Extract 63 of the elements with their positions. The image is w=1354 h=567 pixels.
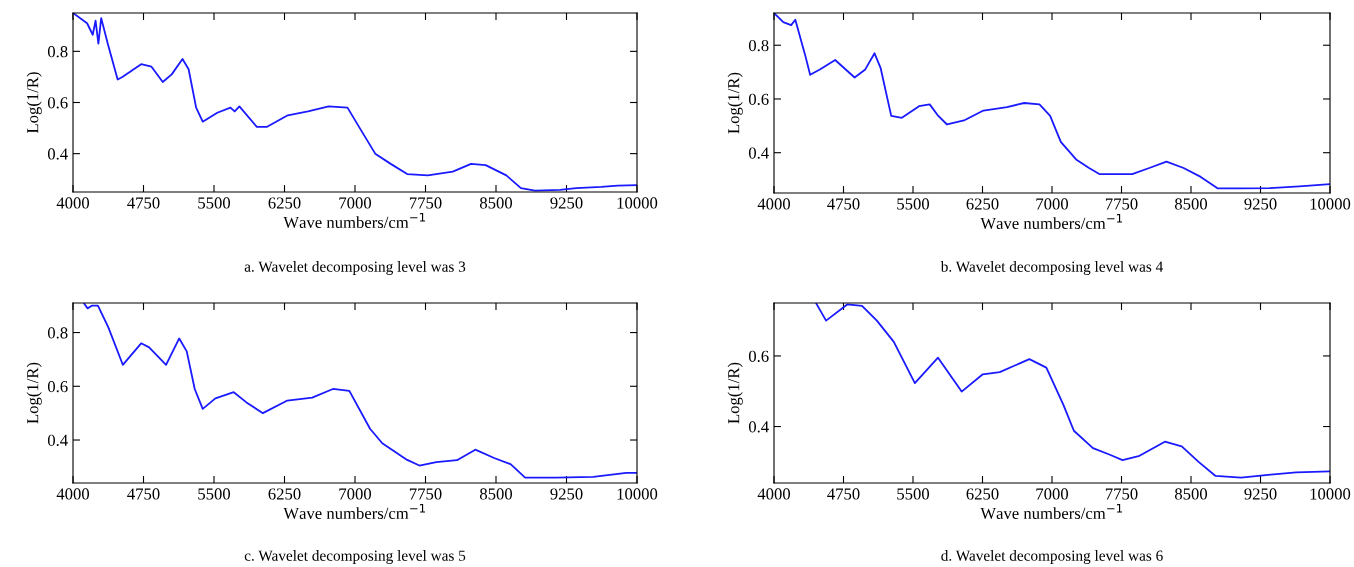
x-tick-label: 4750: [827, 198, 860, 210]
x-tick-label: 7000: [339, 197, 372, 209]
x-tick-label: 10000: [1310, 198, 1351, 210]
y-tick-label: 0.8: [47, 46, 68, 58]
y-tick-label: 0.6: [748, 93, 769, 105]
x-tick-label: 4750: [827, 488, 860, 500]
x-tick-label: 10000: [617, 197, 658, 209]
y-axis-title: Log(1/R): [26, 72, 42, 134]
x-tick-label: 9250: [1244, 198, 1277, 210]
y-tick-label: 0.4: [47, 434, 68, 447]
x-tick-label: 5500: [198, 197, 231, 209]
x-tick-label: 7750: [409, 197, 442, 209]
x-axis-title: Wave numbers/cm$^{−1}$: [283, 212, 426, 229]
x-tick-label: 7000: [1036, 198, 1069, 210]
x-tick-label: 4750: [127, 488, 160, 500]
text: a. Wavelet decomposing level was 3: [244, 261, 466, 275]
x-tick-label: 6250: [268, 197, 301, 209]
y-tick-label: 0.8: [47, 327, 68, 339]
x-tick-label: 5500: [198, 488, 231, 500]
x-tick-label: 4000: [56, 488, 90, 500]
x-tick-label: 6250: [268, 488, 301, 500]
x-tick-label: 8500: [479, 488, 513, 500]
y-tick-label: 0.6: [47, 97, 68, 109]
x-tick-label: 9250: [1244, 488, 1277, 500]
y-tick-label: 0.6: [748, 350, 769, 362]
y-axis-title: Log(1/R): [26, 362, 42, 424]
x-tick-label: 4750: [127, 197, 160, 209]
text: d. Wavelet decomposing level was 6: [941, 550, 1163, 564]
x-tick-label: 4000: [757, 198, 791, 210]
line-series: [774, 13, 1330, 190]
x-axis-title: Wave numbers/cm$^{−1}$: [980, 503, 1123, 520]
x-tick-label: 10000: [617, 488, 658, 500]
text: c. Wavelet decomposing level was 5: [244, 550, 466, 564]
y-tick-label: 0.4: [47, 148, 68, 160]
x-tick-label: 10000: [1310, 488, 1351, 500]
x-tick-label: 8500: [479, 197, 513, 209]
y-tick-label: 0.4: [748, 147, 769, 159]
x-axis-title: Wave numbers/cm$^{−1}$: [283, 503, 426, 520]
y-tick-label: 0.4: [748, 421, 769, 433]
x-tick-label: 9250: [550, 197, 583, 209]
x-tick-label: 7750: [1105, 488, 1138, 500]
x-tick-label: 7000: [339, 488, 372, 500]
x-tick-label: 9250: [550, 488, 583, 500]
x-tick-label: 6250: [966, 198, 999, 210]
line-series: [73, 13, 637, 192]
x-tick-label: 8500: [1174, 488, 1208, 500]
y-axis-title: Log(1/R): [727, 72, 743, 134]
line-series: [815, 303, 1330, 479]
x-tick-label: 4000: [56, 197, 90, 209]
x-tick-label: 7000: [1036, 488, 1069, 500]
x-tick-label: 7750: [1105, 198, 1138, 210]
x-tick-label: 5500: [897, 198, 930, 210]
x-tick-label: 8500: [1174, 198, 1208, 210]
x-tick-label: 5500: [897, 488, 930, 500]
y-tick-label: 0.6: [47, 380, 68, 393]
y-tick-label: 0.8: [748, 39, 769, 52]
x-tick-label: 7750: [409, 488, 442, 500]
text: b. Wavelet decomposing level was 4: [940, 261, 1164, 275]
y-axis-title: Log(1/R): [727, 362, 743, 424]
line-series: [83, 303, 637, 479]
x-axis-title: Wave numbers/cm$^{−1}$: [980, 213, 1123, 230]
x-tick-label: 4000: [757, 488, 791, 500]
x-tick-label: 6250: [966, 488, 999, 500]
